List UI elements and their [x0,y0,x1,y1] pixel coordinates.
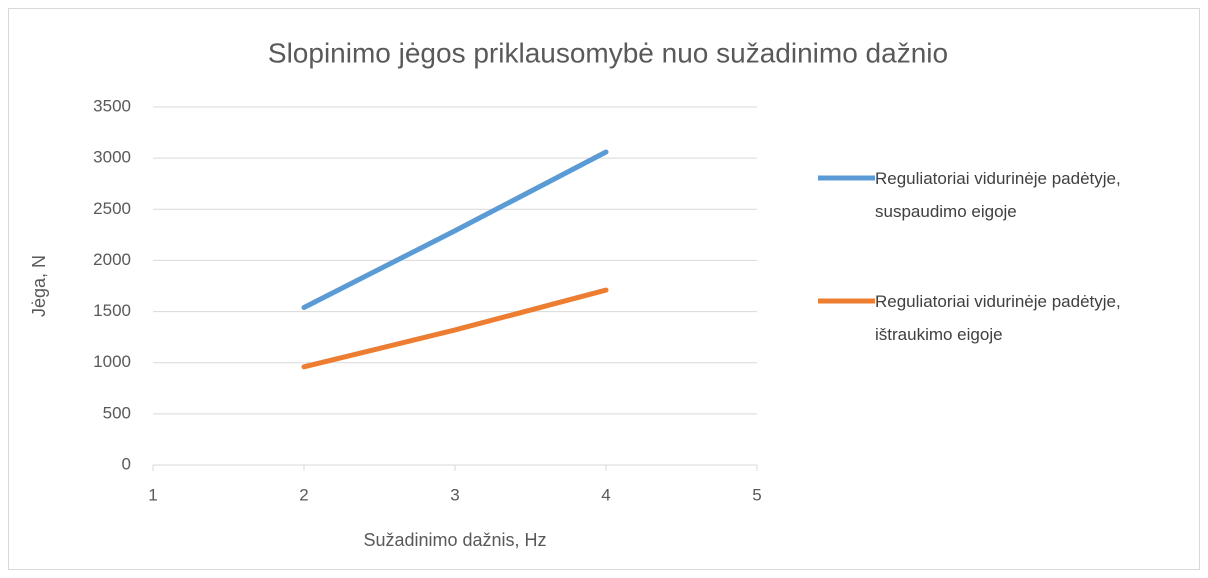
legend-label: Reguliatoriai vidurinėje padėtyje, suspa… [875,168,1121,221]
y-axis-label: Jėga, N [29,255,49,317]
x-tick-label: 1 [148,485,157,504]
x-tick-label: 2 [299,485,308,504]
x-axis-label: Sužadinimo dažnis, Hz [363,530,546,550]
y-tick-label: 3500 [93,96,131,115]
chart-title: Slopinimo jėgos priklausomybė nuo sužadi… [268,37,948,68]
series-line [301,149,609,310]
x-tick-label: 4 [601,485,610,504]
series-line [301,287,609,370]
y-tick-label: 0 [122,454,131,473]
y-tick-label: 3000 [93,148,131,167]
x-tick-label: 3 [450,485,459,504]
y-tick-label: 500 [103,403,131,422]
legend-label: Reguliatoriai vidurinėje padėtyje, ištra… [875,291,1121,344]
y-tick-label: 2000 [93,250,131,269]
y-tick-label: 1000 [93,352,131,371]
y-tick-label: 2500 [93,199,131,218]
y-tick-label: 1500 [93,301,131,320]
x-tick-label: 5 [752,485,761,504]
